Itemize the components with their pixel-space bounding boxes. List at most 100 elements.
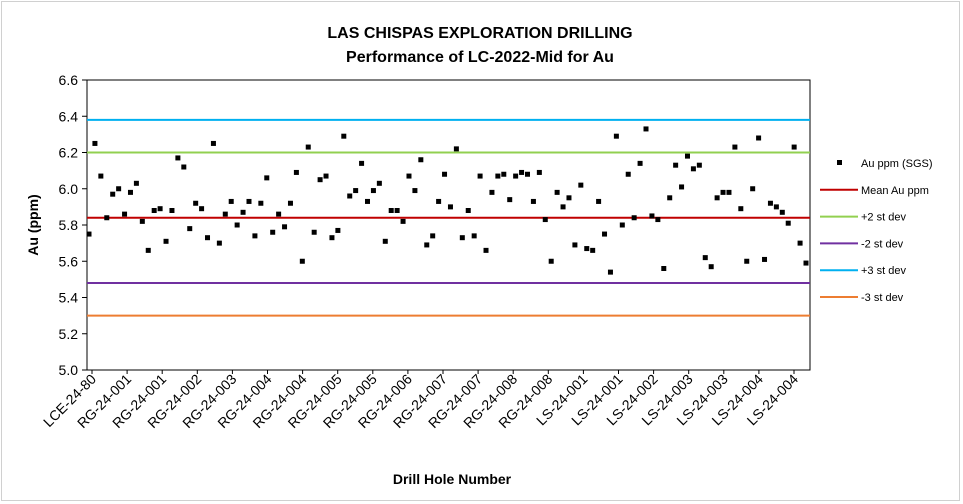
data-point bbox=[637, 160, 643, 166]
data-point bbox=[720, 189, 726, 195]
data-point bbox=[282, 224, 288, 230]
legend-entry: Mean Au ppm bbox=[861, 185, 929, 197]
data-point bbox=[785, 220, 791, 226]
data-point bbox=[394, 208, 400, 213]
data-point bbox=[767, 200, 773, 206]
data-point bbox=[418, 157, 424, 163]
data-point bbox=[756, 135, 762, 141]
data-point bbox=[447, 204, 453, 210]
data-point bbox=[317, 177, 323, 183]
data-point bbox=[246, 198, 252, 204]
data-point bbox=[708, 264, 714, 270]
data-point bbox=[412, 188, 418, 194]
data-point bbox=[649, 213, 655, 219]
data-point bbox=[240, 209, 246, 215]
data-point bbox=[453, 146, 459, 152]
data-point bbox=[530, 198, 536, 204]
y-tick-label: 5.8 bbox=[59, 217, 79, 233]
data-point bbox=[359, 160, 365, 166]
data-point bbox=[382, 238, 388, 244]
data-point bbox=[388, 208, 394, 213]
data-point bbox=[554, 189, 560, 195]
data-point bbox=[258, 200, 264, 206]
data-point bbox=[400, 218, 406, 224]
data-point bbox=[104, 215, 110, 221]
data-point bbox=[631, 215, 637, 221]
data-point bbox=[483, 247, 489, 253]
data-point bbox=[738, 206, 744, 212]
data-point bbox=[287, 200, 293, 206]
y-tick-label: 5.6 bbox=[59, 253, 79, 269]
data-point bbox=[228, 198, 234, 204]
data-point bbox=[465, 208, 471, 213]
data-point bbox=[643, 126, 649, 132]
data-point bbox=[602, 231, 608, 237]
y-tick-label: 5.2 bbox=[59, 326, 79, 342]
legend-entry: -2 st dev bbox=[861, 238, 904, 250]
data-point bbox=[607, 269, 613, 275]
data-point bbox=[145, 247, 151, 253]
data-point bbox=[661, 266, 667, 271]
y-tick-label: 5.0 bbox=[59, 362, 79, 378]
data-point bbox=[655, 217, 661, 223]
data-point bbox=[501, 171, 507, 177]
data-point bbox=[329, 235, 335, 241]
data-point bbox=[163, 238, 169, 244]
data-point bbox=[536, 169, 542, 175]
data-point bbox=[430, 233, 436, 239]
data-point bbox=[353, 188, 359, 194]
data-point bbox=[519, 169, 525, 175]
data-point bbox=[673, 162, 679, 168]
chart-subtitle: Performance of LC-2022-Mid for Au bbox=[346, 49, 614, 66]
data-point bbox=[175, 155, 181, 161]
data-point bbox=[459, 235, 465, 241]
data-point bbox=[169, 208, 175, 213]
data-point bbox=[732, 144, 738, 150]
plot-border bbox=[86, 79, 811, 371]
legend-entry: +2 st dev bbox=[861, 212, 906, 224]
data-point bbox=[572, 242, 578, 248]
data-point bbox=[726, 189, 732, 195]
data-point bbox=[323, 173, 329, 179]
data-point bbox=[619, 222, 625, 228]
data-point bbox=[193, 200, 199, 206]
data-point bbox=[702, 255, 708, 261]
data-point bbox=[98, 173, 104, 179]
data-point bbox=[252, 233, 258, 239]
data-point bbox=[613, 133, 619, 139]
data-point bbox=[566, 195, 572, 201]
data-point bbox=[803, 260, 809, 266]
y-axis-title: Au (ppm) bbox=[25, 194, 41, 255]
data-point bbox=[370, 188, 376, 194]
data-point bbox=[92, 140, 98, 146]
data-point bbox=[690, 166, 696, 172]
data-point bbox=[199, 206, 205, 212]
y-tick-label: 6.0 bbox=[59, 181, 79, 197]
y-tick-label: 6.6 bbox=[59, 72, 79, 88]
y-tick-label: 5.4 bbox=[59, 290, 79, 306]
data-point bbox=[270, 229, 276, 235]
data-point bbox=[779, 209, 785, 215]
data-point bbox=[234, 222, 240, 228]
data-point bbox=[596, 198, 602, 204]
data-point bbox=[667, 195, 673, 201]
data-point bbox=[205, 235, 211, 241]
data-point bbox=[590, 247, 596, 253]
data-point bbox=[139, 218, 145, 224]
y-tick-label: 6.4 bbox=[59, 108, 79, 124]
data-point bbox=[86, 231, 92, 237]
data-point bbox=[181, 164, 187, 170]
data-point bbox=[560, 204, 566, 210]
data-point bbox=[210, 140, 216, 146]
data-point bbox=[542, 217, 548, 223]
data-point bbox=[293, 169, 299, 175]
data-point bbox=[625, 171, 631, 177]
data-point bbox=[578, 182, 584, 188]
data-point bbox=[436, 198, 442, 204]
data-point bbox=[495, 173, 501, 179]
data-point bbox=[157, 206, 163, 212]
data-point bbox=[276, 211, 282, 217]
data-point bbox=[424, 242, 430, 248]
data-point bbox=[222, 211, 228, 217]
x-axis-title: Drill Hole Number bbox=[393, 471, 512, 487]
